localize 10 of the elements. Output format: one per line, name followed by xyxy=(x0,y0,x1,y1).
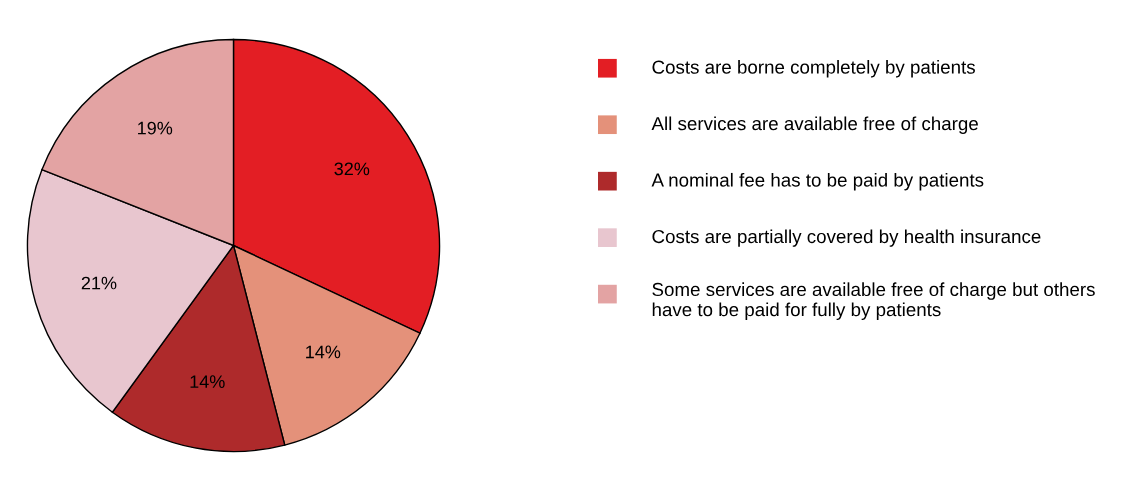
legend-label: Some services are available free of charge but others have to be paid for fully by patients xyxy=(652,282,1095,320)
legend-label: Costs are partially covered by health insurance xyxy=(652,229,1041,247)
legend-label: Costs are borne completely by patients xyxy=(652,60,975,78)
data-label: 32% xyxy=(334,162,370,176)
data-label: 19% xyxy=(138,121,173,135)
data-label: 21% xyxy=(81,276,117,290)
legend-label: A nominal fee has to be paid by patients xyxy=(651,172,984,191)
data-label: 14% xyxy=(306,345,341,359)
legend-label: All services are available free of charge xyxy=(651,116,978,134)
data-label: 14% xyxy=(190,375,225,388)
